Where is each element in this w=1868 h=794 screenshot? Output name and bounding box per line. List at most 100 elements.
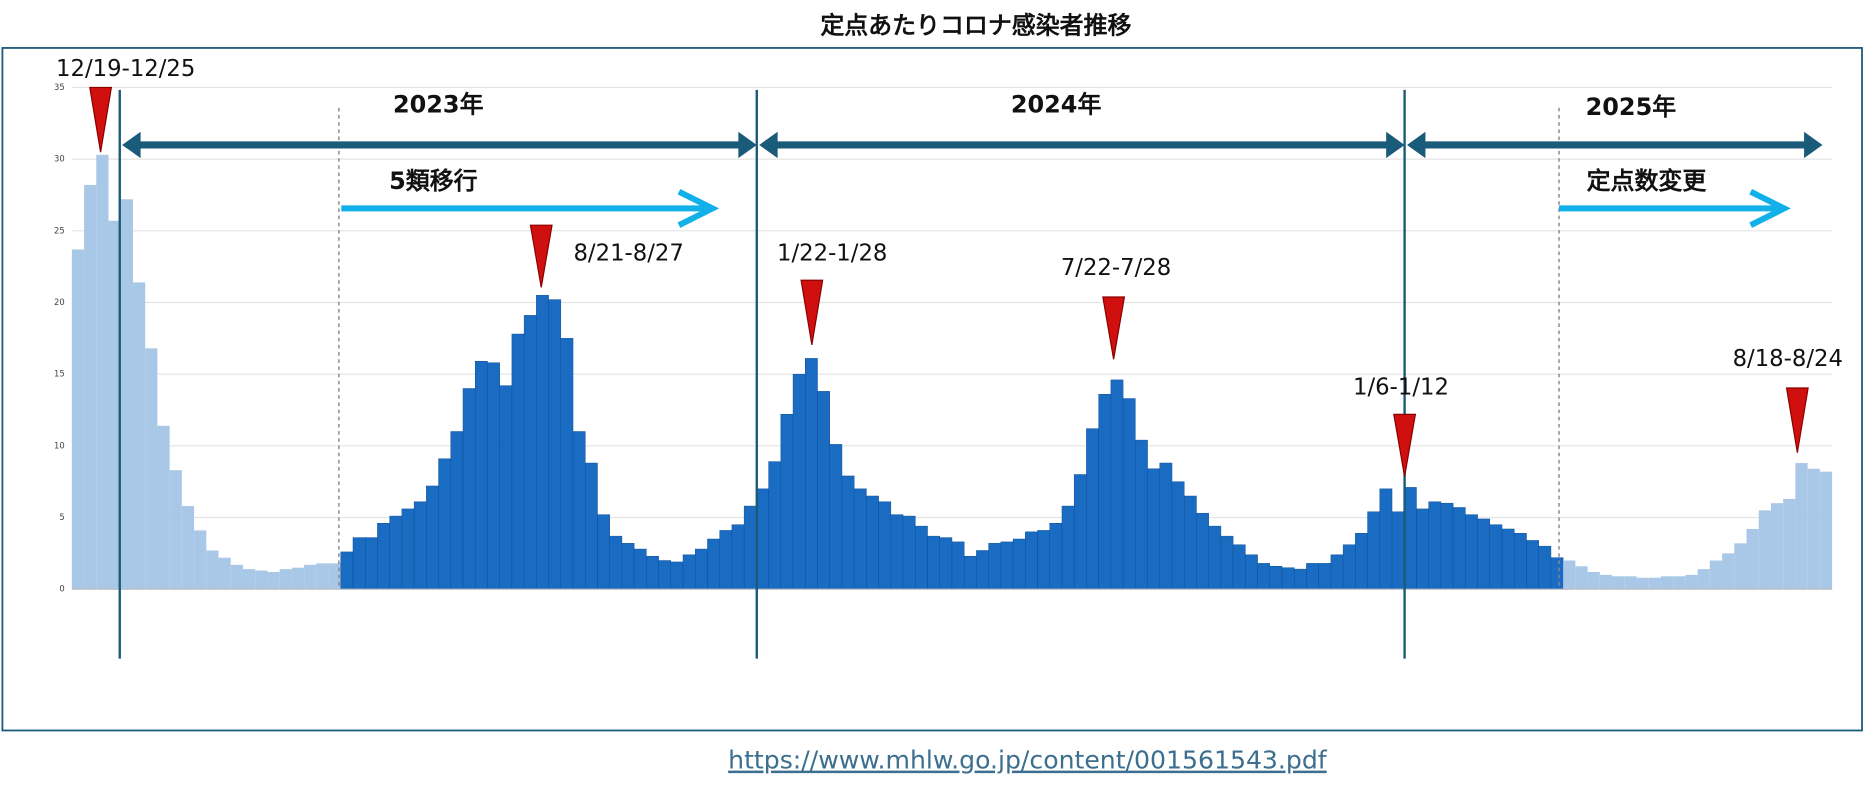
year-label: 2025年: [1586, 93, 1677, 121]
peak-label: 8/21-8/27: [573, 240, 683, 266]
bar: [71, 249, 85, 590]
bar: [1232, 544, 1246, 590]
bar: [1049, 523, 1063, 590]
bar: [621, 543, 635, 590]
bar: [1367, 511, 1381, 590]
bar: [1245, 554, 1258, 590]
bar: [1269, 566, 1283, 590]
bar: [1636, 577, 1649, 590]
bar: [1624, 576, 1637, 590]
bar: [682, 554, 696, 590]
bar: [719, 530, 733, 590]
bar: [328, 563, 341, 590]
bar: [927, 535, 940, 590]
bar: [951, 541, 965, 590]
bar: [1575, 566, 1588, 590]
bar: [1220, 535, 1234, 590]
arrow-head: [1804, 131, 1823, 159]
source-link[interactable]: https://www.mhlw.go.jp/content/001561543…: [728, 746, 1328, 775]
phase-label: 定点数変更: [1587, 167, 1708, 195]
bar: [304, 564, 317, 590]
arrow-head: [1749, 188, 1791, 228]
peak-label: 8/18-8/24: [1733, 346, 1843, 372]
bar: [1000, 541, 1014, 590]
bar: [1379, 488, 1393, 590]
arrow-head: [1386, 131, 1405, 159]
bar: [401, 508, 415, 590]
bar: [279, 569, 292, 590]
bar: [670, 561, 684, 590]
bar: [695, 548, 708, 590]
bar: [658, 560, 672, 590]
y-tick-label: 30: [54, 154, 65, 164]
bar: [731, 524, 745, 590]
bar: [1489, 524, 1503, 590]
y-tick-label: 15: [54, 369, 65, 379]
bar: [291, 567, 305, 590]
bar: [572, 431, 586, 590]
bar: [853, 488, 867, 590]
bar: [1722, 553, 1735, 590]
bar: [902, 515, 916, 590]
bar: [878, 501, 892, 590]
bar: [511, 333, 525, 590]
y-tick-label: 0: [59, 584, 64, 594]
bar: [1599, 574, 1613, 590]
bar: [1330, 554, 1344, 590]
bar: [1073, 474, 1087, 590]
bar: [1501, 528, 1515, 590]
bar: [976, 550, 989, 590]
bar: [1281, 567, 1295, 590]
bar: [487, 362, 500, 590]
bar: [194, 530, 207, 590]
y-tick-label: 20: [54, 297, 65, 307]
bar: [242, 569, 256, 590]
bar: [1318, 563, 1332, 590]
bar: [1587, 571, 1600, 590]
bar: [120, 199, 133, 590]
bar: [1612, 576, 1625, 590]
bar: [1795, 463, 1808, 590]
bar: [1734, 543, 1747, 590]
bar: [548, 299, 562, 590]
bar: [157, 425, 170, 590]
bar: [988, 543, 1002, 590]
arrow-head: [677, 188, 720, 228]
bar: [1660, 576, 1674, 590]
bar: [1819, 471, 1833, 590]
bar: [1526, 540, 1539, 590]
arrow-head: [738, 131, 757, 159]
bar: [523, 315, 537, 590]
bar: [1440, 502, 1454, 590]
bar: [1342, 544, 1356, 590]
bar: [1306, 563, 1319, 590]
bar: [646, 555, 659, 590]
bar: [780, 414, 794, 590]
bar: [206, 550, 219, 590]
bar: [96, 154, 109, 590]
bar: [426, 485, 439, 590]
peak-marker: [800, 279, 824, 346]
bar: [1293, 568, 1307, 590]
bar: [609, 535, 623, 590]
bar: [585, 462, 598, 590]
bar: [1404, 487, 1417, 590]
bar: [169, 470, 182, 590]
bar: [841, 475, 855, 590]
year-label: 2023年: [393, 90, 484, 118]
bar: [1673, 576, 1686, 590]
bar: [181, 506, 195, 590]
bar: [84, 184, 97, 590]
bar: [1196, 512, 1209, 590]
bar: [1025, 531, 1038, 590]
bar: [450, 431, 464, 590]
bar: [230, 564, 243, 590]
bar: [1037, 530, 1050, 590]
peak-marker: [529, 224, 553, 288]
bar: [255, 570, 268, 590]
bar: [499, 385, 513, 590]
bar: [1783, 498, 1796, 590]
bar: [1098, 393, 1112, 590]
y-tick-label: 10: [54, 440, 65, 450]
bar: [1563, 560, 1576, 590]
